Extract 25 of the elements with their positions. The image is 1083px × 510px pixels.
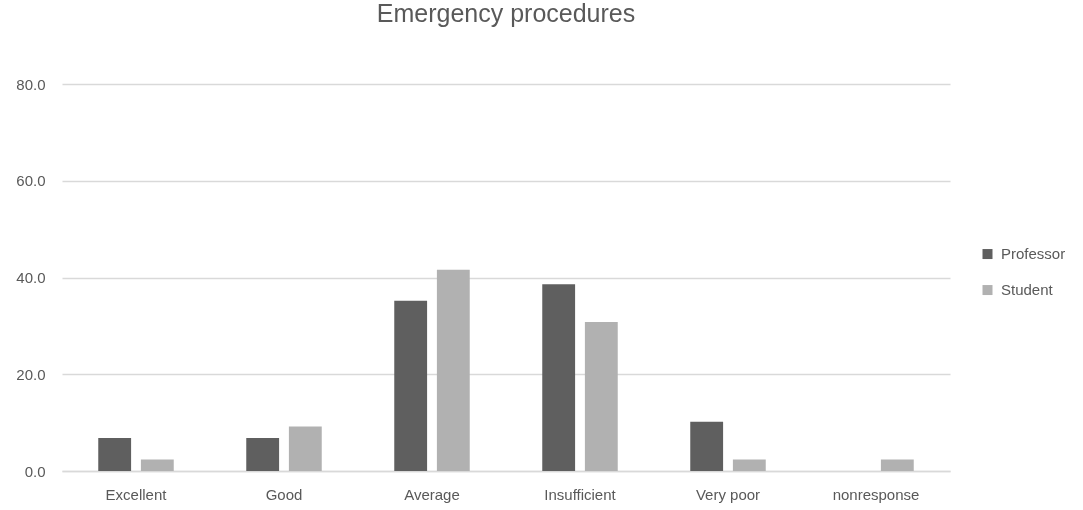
bar [584,322,618,471]
bar [436,269,470,471]
y-tick-label: 0.0 [24,462,46,480]
bar [246,438,280,471]
x-tick-label: nonresponse [832,485,920,503]
x-tick-label: Very poor [695,485,761,503]
bar [140,459,174,471]
x-tick-label: Excellent [105,485,168,503]
legend-label: Student [1001,281,1054,299]
y-tick-label: 80.0 [16,75,46,93]
bar [542,284,576,471]
x-tick-label: Average [404,485,460,503]
y-tick-label: 40.0 [16,269,46,286]
bar [732,459,766,471]
bar [288,426,322,471]
x-tick-label: Good [265,485,303,503]
bar [690,421,724,471]
bar [394,300,428,471]
bar [98,438,132,471]
bar [880,459,914,471]
y-tick-label: 60.0 [16,172,46,190]
y-tick-label: 20.0 [16,365,46,383]
chart-title: Emergency procedures [376,0,636,27]
legend-label: Professor [1001,245,1066,263]
x-tick-label: Insufficient [544,485,617,503]
